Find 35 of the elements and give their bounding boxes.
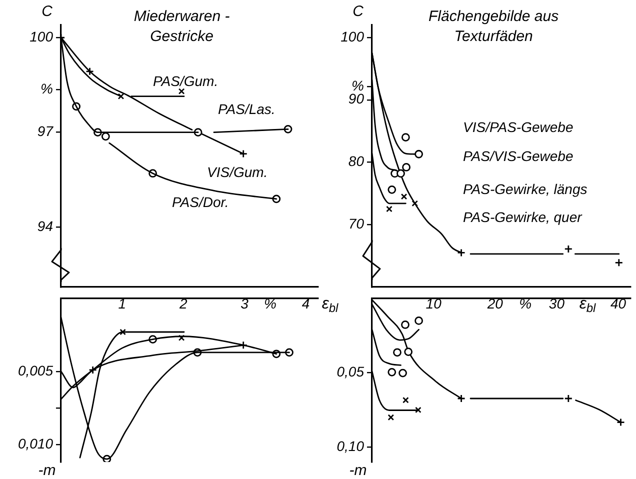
x-tick-label: 3: [240, 295, 249, 312]
y-axis-title: C: [42, 3, 53, 20]
y-tick-label: 0,05: [336, 364, 364, 380]
y-axis-title: C: [352, 3, 364, 20]
x-tick-label: 4: [302, 295, 310, 312]
y-tick-label: 100: [30, 28, 54, 45]
x-tick-label: %: [519, 295, 532, 312]
x-tick-label: %: [264, 295, 276, 312]
y-axis-title: -m: [349, 462, 367, 479]
y-axis-title: -m: [38, 462, 56, 479]
annotation: PAS/Gum.: [153, 72, 218, 89]
y-tick-label: 97: [37, 123, 54, 140]
y-tick-label: 94: [37, 218, 54, 234]
x-tick-label: 30: [548, 295, 565, 312]
y-tick-label: 100: [340, 28, 364, 44]
y-tick-label: 80: [348, 153, 364, 170]
x-tick-label: 10: [426, 295, 442, 312]
chart-title: Flächengebilde aus Texturfäden: [428, 8, 560, 46]
x-tick-label: 2: [178, 295, 188, 312]
y-tick-label: 0,10: [336, 438, 364, 454]
annotation: PAS/VIS-Gewebe: [463, 148, 574, 164]
y-tick-label: %: [40, 80, 53, 97]
y-tick-label: 0,010: [18, 435, 54, 452]
x-tick-label: 20: [486, 295, 504, 312]
y-tick-label: 0,005: [18, 362, 54, 378]
chart-title: Miederwaren - Gestricke: [134, 8, 230, 46]
annotation: VIS/Gum.: [207, 164, 268, 180]
y-tick-label: 70: [348, 216, 364, 232]
annotation: PAS/Dor.: [172, 194, 229, 210]
annotation: PAS-Gewirke, längs: [463, 180, 588, 197]
annotation: VIS/PAS-Gewebe: [463, 118, 574, 135]
annotation: PAS/Las.: [218, 100, 276, 117]
annotation: PAS-Gewirke, quer: [463, 208, 584, 225]
x-tick-label: 40: [610, 295, 626, 312]
x-tick-label: 1: [118, 295, 126, 312]
